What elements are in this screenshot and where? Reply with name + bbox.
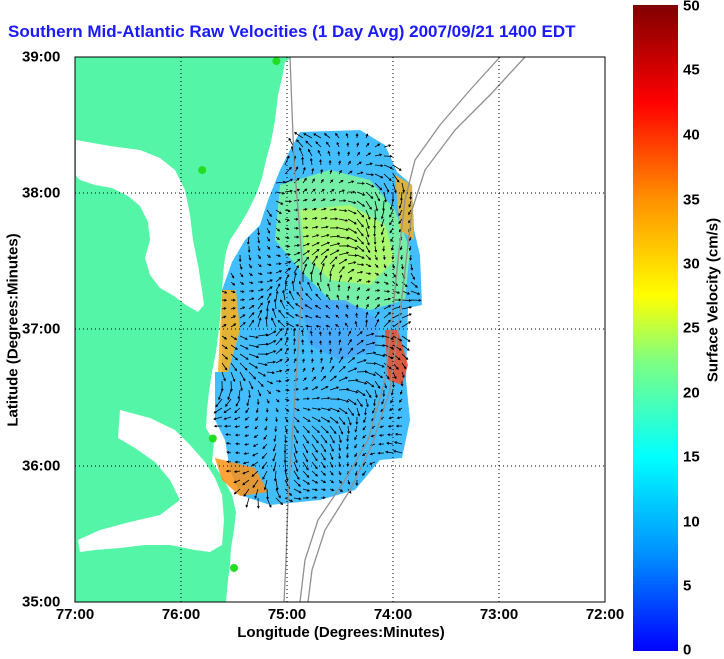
y-tick-label: 37:00: [22, 320, 61, 338]
velocity-vectors: [213, 132, 422, 509]
x-tick-label: 75:00: [267, 606, 307, 623]
station-marker: [230, 563, 238, 572]
y-axis-label: Latitude (Degrees:Minutes): [4, 233, 22, 427]
colorbar-tick: 45: [683, 61, 700, 79]
colorbar-tick: 5: [683, 577, 692, 595]
x-tick-label: 76:00: [161, 606, 201, 623]
bathymetry-contours: [283, 57, 526, 602]
colorbar-label: Surface Velocity (cm/s): [704, 217, 722, 383]
colorbar-tick: 15: [683, 448, 700, 466]
x-tick-label: 74:00: [373, 606, 413, 623]
station-markers: [198, 57, 281, 572]
grid-lines: [75, 57, 605, 602]
colorbar-tick: 40: [683, 126, 700, 144]
station-marker: [198, 166, 207, 175]
x-tick-label: 73:00: [479, 606, 519, 623]
vector-arrows: [213, 132, 422, 509]
colorbar-tick: 25: [683, 319, 700, 337]
sound-water: [78, 410, 224, 552]
colorbar-tick: 0: [683, 641, 692, 659]
x-axis-label: Longitude (Degrees:Minutes): [237, 624, 445, 641]
colorbar-tick: 35: [683, 191, 700, 209]
colorbar-tick: 30: [683, 255, 700, 273]
colorbar-gradient: [633, 5, 678, 651]
y-tick-label: 36:00: [22, 457, 61, 475]
x-tick-label: 72:00: [585, 606, 625, 623]
y-tick-label: 39:00: [22, 48, 61, 66]
bay-water: [76, 140, 204, 312]
colorbar-tick: 20: [683, 384, 700, 402]
y-tick-label: 38:00: [22, 184, 61, 202]
colorbar-tick: 10: [683, 513, 700, 531]
plot-frame: [74, 56, 606, 603]
station-marker: [272, 57, 281, 66]
station-marker: [208, 434, 217, 443]
x-tick-label: 77:00: [55, 606, 95, 623]
page-title: Southern Mid-Atlantic Raw Velocities (1 …: [8, 22, 576, 41]
colorbar-tick: 50: [683, 0, 700, 15]
y-tick-label: 35:00: [22, 593, 61, 611]
